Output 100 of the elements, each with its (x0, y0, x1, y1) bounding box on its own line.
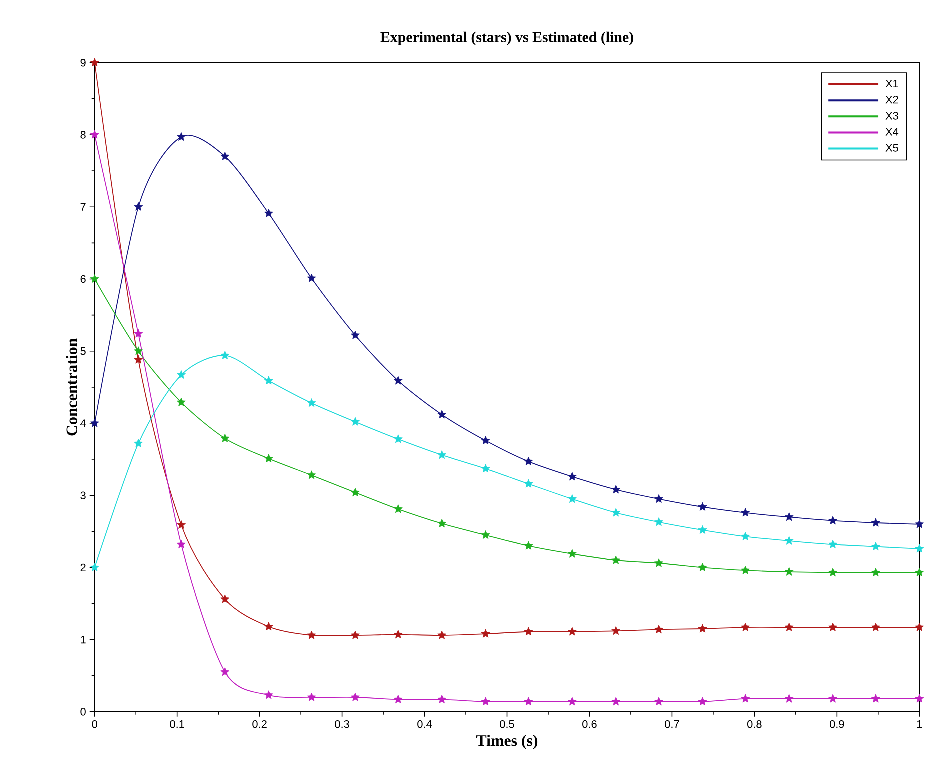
y-tick-label: 7 (80, 203, 86, 211)
point (90, 58, 100, 67)
point (481, 629, 490, 638)
legend-label: X4 (886, 128, 899, 136)
point (871, 622, 880, 632)
point (915, 568, 924, 577)
point (134, 346, 144, 356)
point (698, 697, 708, 706)
point (784, 512, 794, 522)
x-tick-label: 0.8 (748, 720, 762, 728)
point (90, 418, 100, 428)
point (871, 568, 880, 577)
point (307, 692, 316, 702)
point (871, 542, 880, 551)
point (220, 594, 230, 604)
x-tick-label: 0.9 (830, 720, 844, 728)
point (741, 694, 750, 703)
point (134, 202, 144, 212)
point (307, 398, 316, 408)
point (828, 540, 838, 549)
point (568, 472, 577, 481)
point (741, 566, 750, 574)
point (134, 355, 144, 364)
point (220, 668, 230, 676)
point (784, 567, 794, 576)
point (524, 541, 534, 550)
point (828, 516, 838, 525)
point (264, 690, 274, 700)
point (568, 697, 577, 706)
point (394, 504, 403, 514)
point (394, 695, 403, 704)
x-tick-label: 0 (92, 720, 98, 728)
point (394, 630, 403, 639)
point (915, 622, 924, 632)
point (351, 488, 360, 497)
point (915, 544, 924, 553)
point (524, 697, 534, 706)
point (438, 519, 447, 528)
point (654, 558, 664, 568)
point (394, 434, 403, 444)
y-tick-label: 3 (80, 492, 86, 500)
point (90, 274, 100, 284)
point (176, 132, 186, 142)
point (176, 540, 186, 549)
point (220, 152, 230, 161)
x-tick-label: 0.7 (665, 720, 680, 728)
legend-label: X1 (886, 80, 898, 88)
point (176, 520, 186, 530)
point (828, 568, 838, 577)
point (481, 464, 490, 473)
point (568, 627, 577, 636)
point (264, 209, 274, 218)
point (698, 502, 708, 512)
point (871, 694, 880, 703)
point (90, 563, 100, 572)
point (351, 692, 360, 702)
point (915, 694, 924, 703)
x-tick-label: 0.1 (170, 720, 184, 728)
x-tick-label: 0.3 (335, 720, 350, 728)
point (741, 532, 750, 541)
point (654, 494, 664, 504)
point (351, 417, 360, 426)
point (264, 376, 274, 385)
point (394, 376, 403, 385)
point (915, 520, 924, 528)
point (784, 694, 794, 703)
point (481, 530, 490, 540)
point (351, 630, 360, 640)
y-tick-label: 4 (80, 420, 86, 428)
point (264, 622, 274, 631)
point (698, 624, 708, 633)
point (176, 370, 186, 380)
point (612, 626, 621, 636)
point (784, 536, 794, 545)
point (438, 695, 447, 704)
y-tick-label: 2 (80, 564, 86, 572)
x-tick-label: 0.2 (252, 720, 267, 728)
y-tick-label: 1 (81, 636, 86, 644)
point (654, 518, 664, 526)
point (264, 454, 274, 463)
point (524, 457, 534, 466)
point (568, 494, 577, 504)
point (654, 625, 664, 634)
point (698, 526, 708, 534)
point (134, 439, 144, 448)
point (307, 470, 316, 480)
y-tick-label: 5 (80, 348, 86, 356)
point (698, 563, 708, 572)
point (307, 630, 316, 640)
point (741, 508, 750, 517)
point (176, 398, 186, 406)
y-tick-label: 9 (80, 59, 86, 67)
x-axis-title: Times (s) (476, 735, 538, 750)
point (438, 630, 447, 640)
y-tick-label: 6 (80, 275, 86, 284)
y-axis-title: Concentration (66, 338, 78, 436)
x-tick-label: 1 (917, 720, 922, 728)
point (612, 508, 621, 517)
legend-label: X5 (886, 144, 898, 152)
point (90, 130, 100, 139)
